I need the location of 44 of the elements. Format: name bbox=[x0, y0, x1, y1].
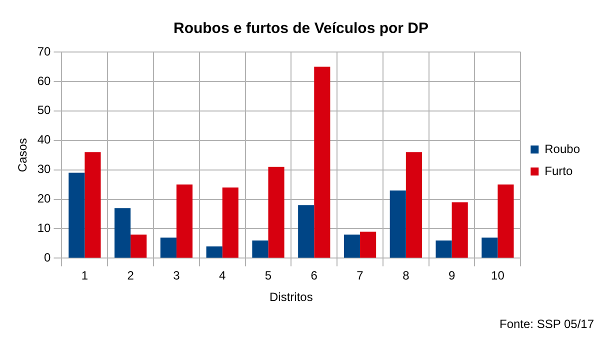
y-tick-label: 40 bbox=[37, 132, 52, 147]
x-tick-label: 1 bbox=[81, 268, 88, 283]
bar bbox=[160, 238, 176, 258]
bar bbox=[436, 240, 452, 258]
bar bbox=[206, 246, 222, 258]
bar bbox=[268, 166, 284, 258]
x-tick-label: 8 bbox=[402, 268, 410, 283]
bar bbox=[68, 172, 85, 258]
y-tick-label: 70 bbox=[37, 44, 52, 58]
y-tick-label: 30 bbox=[37, 162, 52, 176]
bar bbox=[252, 240, 268, 258]
x-tick-label: 9 bbox=[448, 268, 456, 283]
legend-label: Roubo bbox=[544, 142, 580, 156]
bar bbox=[114, 208, 131, 258]
legend-label: Furto bbox=[544, 164, 573, 178]
x-tick-label: 7 bbox=[356, 268, 364, 283]
bar bbox=[222, 188, 238, 258]
x-tick-label: 6 bbox=[310, 268, 318, 283]
bar bbox=[314, 66, 330, 258]
y-tick-label: 50 bbox=[37, 103, 52, 118]
bar bbox=[360, 232, 376, 258]
y-axis-title: Casos bbox=[16, 138, 30, 172]
chart-title: Roubos e furtos de Veículos por DP bbox=[173, 20, 429, 38]
bar bbox=[390, 190, 406, 258]
x-tick-label: 4 bbox=[219, 268, 226, 283]
bar bbox=[344, 234, 360, 258]
y-tick-label: 60 bbox=[37, 74, 52, 88]
bar bbox=[498, 184, 514, 258]
bar bbox=[298, 205, 314, 258]
bar bbox=[84, 152, 101, 258]
x-tick-label: 5 bbox=[264, 268, 272, 283]
y-tick-label: 0 bbox=[44, 250, 52, 265]
x-tick-label: 3 bbox=[173, 268, 180, 283]
x-tick-label: 2 bbox=[127, 268, 134, 283]
bar bbox=[452, 202, 468, 258]
y-tick-label: 20 bbox=[37, 192, 52, 206]
bar bbox=[482, 238, 498, 258]
source-note: Fonte: SSP 05/17 bbox=[499, 317, 594, 331]
bar bbox=[130, 234, 147, 258]
x-tick-label: 10 bbox=[491, 268, 505, 283]
x-axis-title: Distritos bbox=[270, 290, 313, 304]
y-tick-label: 10 bbox=[37, 221, 52, 236]
bar bbox=[406, 152, 422, 258]
bar bbox=[176, 184, 193, 258]
